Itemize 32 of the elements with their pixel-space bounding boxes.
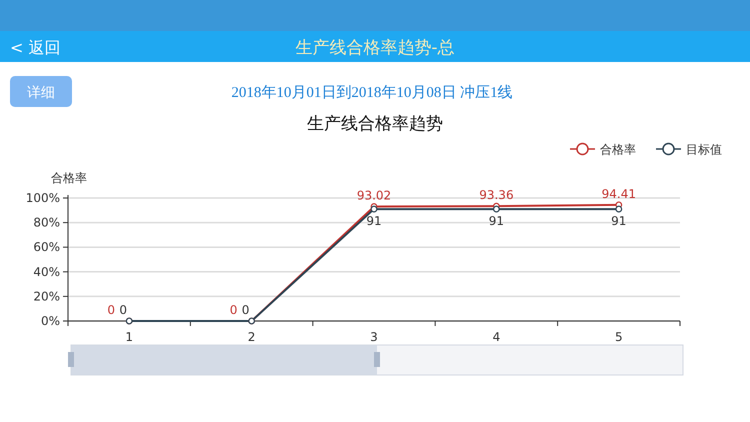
chart-subtitle: 2018年10月01日到2018年10月08日 冲压1线 bbox=[231, 84, 513, 101]
data-label: 93.36 bbox=[479, 188, 514, 202]
data-label: 0 bbox=[119, 303, 128, 317]
chart-title: 生产线合格率趋势 bbox=[307, 114, 443, 134]
data-label: 0 bbox=[242, 303, 250, 317]
data-label: 93.02 bbox=[356, 188, 392, 203]
x-tick-label: 4 bbox=[492, 330, 500, 344]
y-tick-label: 100% bbox=[26, 191, 60, 205]
text: < 返回 bbox=[10, 38, 60, 57]
legend-label: 合格率 bbox=[600, 142, 636, 156]
data-label: 91 bbox=[366, 214, 382, 228]
x-tick-label: 3 bbox=[370, 330, 378, 344]
point bbox=[493, 206, 500, 212]
y-tick-label: 40% bbox=[33, 264, 60, 279]
y-axis-title: 合格率 bbox=[51, 171, 87, 185]
text: 生产线合格率趋势-总 bbox=[295, 38, 455, 58]
y-tick-label: 60% bbox=[33, 240, 60, 254]
x-tick-label: 2 bbox=[248, 330, 256, 344]
data-label: 91 bbox=[611, 214, 626, 228]
y-tick-label: 20% bbox=[33, 289, 60, 304]
data-label: 0 bbox=[107, 303, 116, 317]
y-tick-label: 0% bbox=[40, 314, 60, 328]
data-label: 91 bbox=[488, 214, 504, 228]
x-tick-label: 1 bbox=[125, 330, 134, 344]
point bbox=[370, 206, 378, 212]
point bbox=[615, 206, 622, 212]
y-tick-label: 80% bbox=[33, 216, 60, 230]
legend-label: 目标值 bbox=[686, 142, 722, 156]
data-label: 94.41 bbox=[602, 186, 636, 201]
text: 详细 bbox=[27, 85, 55, 101]
x-tick-label: 5 bbox=[614, 330, 623, 344]
data-label: 0 bbox=[230, 303, 238, 317]
